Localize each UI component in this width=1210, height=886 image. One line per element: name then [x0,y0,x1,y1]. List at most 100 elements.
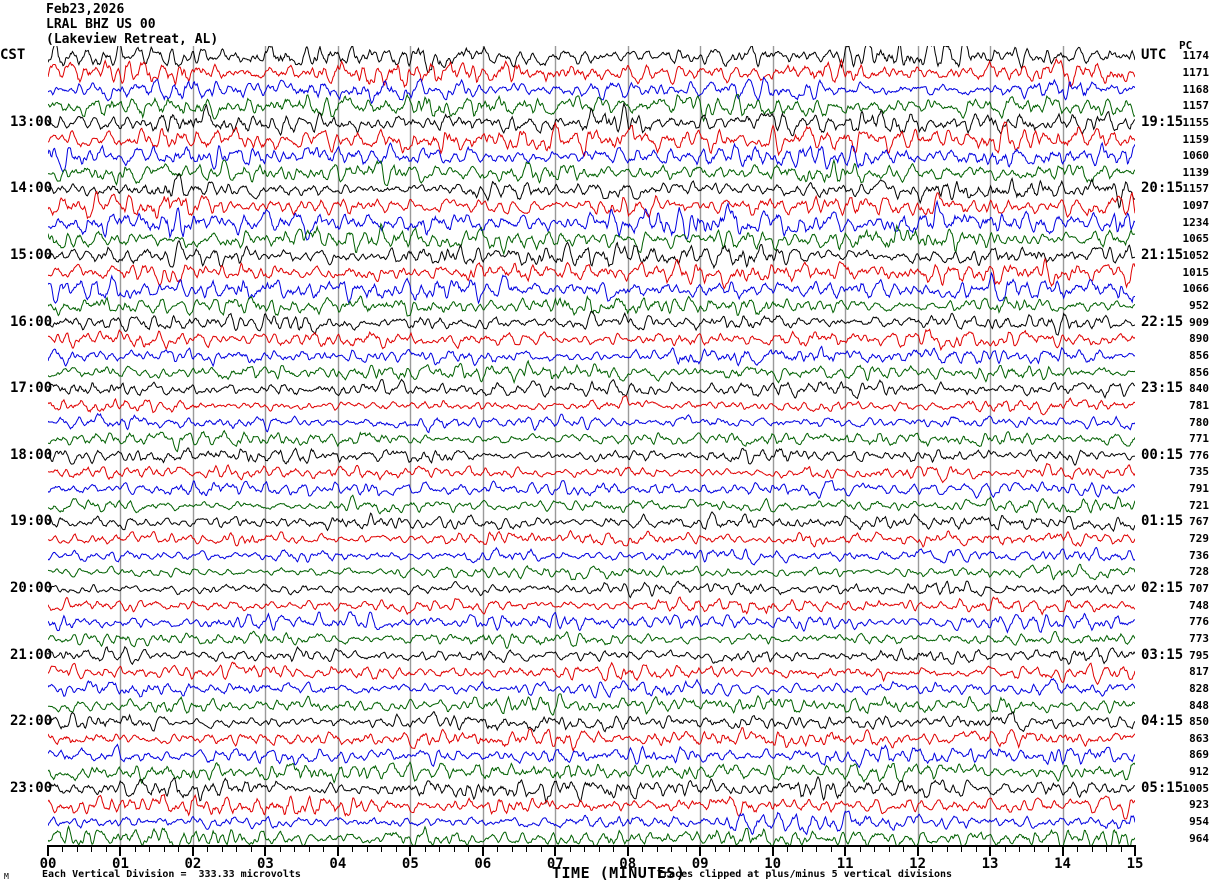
pc-value-row-41: 863 [1189,731,1209,745]
helicorder-plot[interactable] [48,46,1135,845]
pc-value-row-46: 954 [1189,815,1209,829]
x-tick-minor [1106,845,1107,852]
x-tick-major-06 [481,845,484,856]
x-tick-minor [859,845,861,852]
x-tick-minor [584,845,586,852]
trace-row-33 [48,596,1135,616]
pc-value-row-29: 729 [1189,532,1209,546]
x-tick-minor [279,845,281,852]
pc-value-row-19: 856 [1189,365,1209,379]
x-tick-label-11: 11 [836,856,854,872]
pc-value-row-0: 1174 [1182,49,1210,63]
x-tick-minor [888,845,890,852]
pc-value-row-39: 848 [1189,698,1209,712]
pc-value-row-36: 795 [1189,648,1209,662]
trace-row-17 [48,328,1135,352]
x-tick-minor [323,845,325,852]
x-tick-minor [91,845,93,852]
trace-row-40 [48,711,1135,733]
x-tick-minor [395,845,397,852]
footer-scale-note: Each Vertical Division = 333.33 microvol… [42,869,301,880]
trace-row-29 [48,529,1135,548]
x-tick-minor [308,845,310,852]
x-tick-major-00 [47,845,49,856]
right-time-label-02-15: 02:15 [1141,579,1184,596]
trace-row-39 [48,693,1135,716]
x-tick-major-12 [916,845,919,856]
x-tick-minor [294,845,296,852]
left-time-label-21-00: 21:00 [10,646,53,663]
x-tick-major-01 [119,845,122,856]
trace-row-11 [48,222,1135,256]
pc-column-header: PC [1179,39,1193,52]
trace-row-19 [48,359,1135,385]
trace-row-45 [48,793,1135,820]
x-tick-minor [526,845,528,852]
x-tick-major-02 [191,845,194,856]
x-tick-minor [207,845,209,852]
left-time-label-14-00: 14:00 [10,180,53,197]
seismogram-traces [48,46,1135,845]
right-time-label-04-15: 04:15 [1141,713,1184,730]
x-axis-title: TIME (MINUTES) [552,864,686,882]
x-tick-minor [569,845,571,852]
pc-value-row-23: 771 [1189,432,1209,446]
right-time-label-22-15: 22:15 [1141,313,1184,330]
x-tick-minor [729,845,731,852]
right-time-label-05-15: 05:15 [1141,779,1184,796]
trace-row-03 [48,93,1135,123]
left-time-label-20-00: 20:00 [10,579,53,596]
pc-value-row-27: 721 [1189,498,1209,512]
x-tick-major-14 [1061,845,1064,856]
pc-value-row-15: 952 [1189,299,1209,312]
pc-value-row-35: 773 [1189,631,1209,645]
right-time-label-01-15: 01:15 [1141,513,1184,530]
trace-row-47 [48,824,1135,845]
x-tick-major-15 [1134,845,1136,856]
trace-row-05 [48,121,1135,157]
x-tick-label-07: 07 [546,856,564,872]
x-tick-minor [1120,845,1122,852]
x-tick-label-01: 01 [112,856,129,872]
x-tick-minor [250,845,252,852]
x-tick-minor [62,845,64,852]
trace-row-46 [48,810,1135,836]
left-axis-label-cst: CST [0,47,26,63]
x-tick-label-03: 03 [256,856,274,872]
trace-row-32 [48,580,1135,599]
x-tick-minor [352,845,354,852]
x-tick-minor [685,845,687,852]
pc-value-row-26: 791 [1189,482,1209,496]
x-tick-label-00: 00 [39,856,57,872]
pc-value-row-32: 707 [1189,581,1209,595]
pc-value-row-38: 828 [1189,681,1209,695]
x-tick-minor [787,845,789,852]
trace-row-24 [48,447,1135,467]
trace-row-16 [48,310,1135,336]
pc-value-row-40: 850 [1189,715,1209,729]
x-tick-major-13 [989,845,992,856]
trace-row-15 [48,295,1135,317]
x-tick-minor [903,845,905,852]
left-time-label-22-00: 22:00 [10,713,53,730]
trace-row-02 [48,76,1135,105]
x-tick-minor [598,845,600,852]
x-tick-minor [816,845,818,852]
trace-row-34 [48,610,1135,634]
x-tick-label-08: 08 [619,856,637,872]
x-tick-minor [830,845,832,852]
x-tick-minor [714,845,716,852]
trace-row-06 [48,141,1135,174]
pc-value-row-16: 909 [1189,315,1209,329]
pc-value-row-33: 748 [1189,598,1209,612]
right-time-label-21-15: 21:15 [1141,247,1184,264]
pc-value-row-20: 840 [1189,382,1209,396]
x-tick-minor [366,845,368,852]
x-tick-minor [221,845,223,852]
x-tick-minor [163,845,165,852]
right-time-label-00-15: 00:15 [1141,446,1184,463]
pc-value-row-4: 1155 [1182,115,1210,129]
trace-row-26 [48,479,1135,500]
right-time-label-23-15: 23:15 [1141,380,1184,397]
x-tick-label-06: 06 [474,856,492,872]
